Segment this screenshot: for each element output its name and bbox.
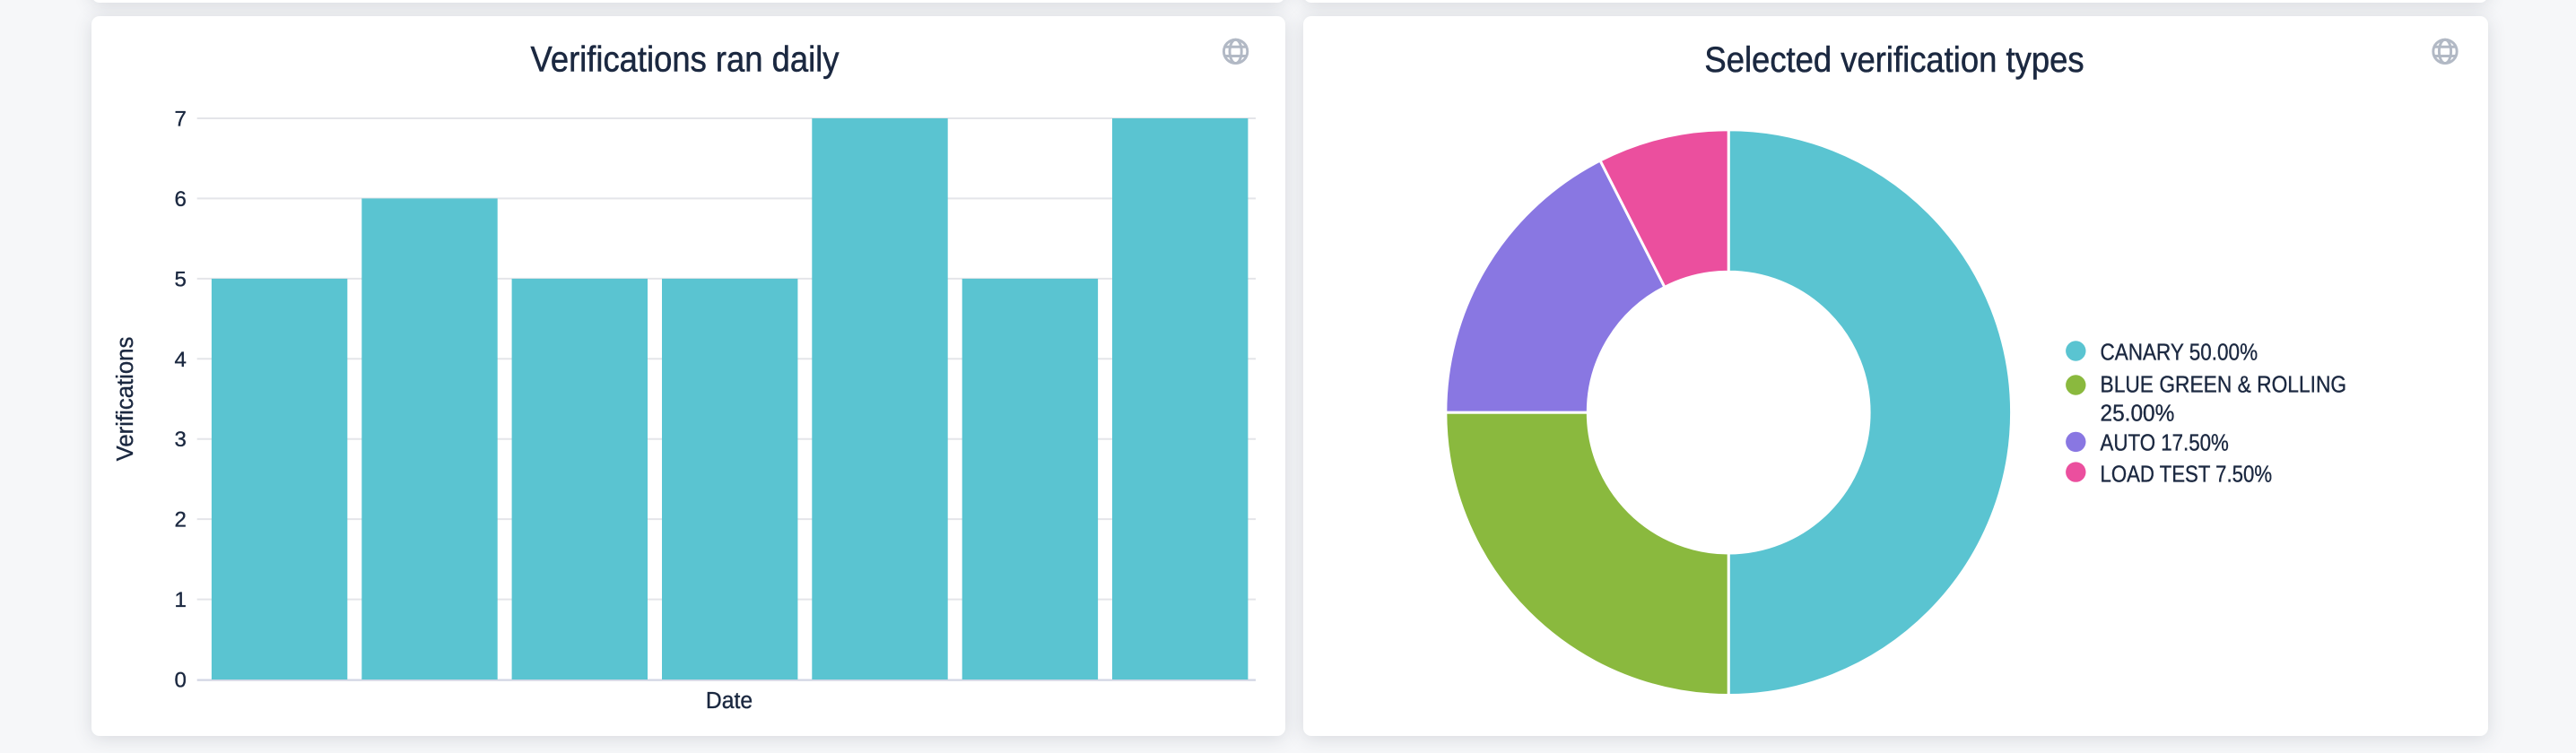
svg-text:5: 5 [174, 267, 186, 291]
svg-text:3: 3 [174, 428, 186, 452]
svg-text:0: 0 [174, 669, 186, 693]
svg-text:BLUE GREEN & ROLLING: BLUE GREEN & ROLLING [2101, 372, 2347, 398]
svg-text:4: 4 [174, 348, 186, 372]
svg-text:25.00%: 25.00% [2101, 401, 2175, 427]
svg-text:Verifications: Verifications [113, 337, 138, 462]
svg-text:AUTO 17.50%: AUTO 17.50% [2101, 430, 2229, 456]
svg-text:Date: Date [706, 688, 753, 714]
svg-text:Selected verification types: Selected verification types [1704, 40, 2084, 81]
svg-text:2: 2 [174, 508, 186, 532]
svg-text:Verifications ran daily: Verifications ran daily [531, 39, 840, 80]
svg-text:LOAD TEST 7.50%: LOAD TEST 7.50% [2101, 462, 2273, 488]
svg-text:7: 7 [174, 108, 186, 132]
svg-text:6: 6 [174, 187, 186, 212]
svg-text:CANARY 50.00%: CANARY 50.00% [2101, 340, 2258, 366]
svg-text:1: 1 [174, 588, 186, 612]
